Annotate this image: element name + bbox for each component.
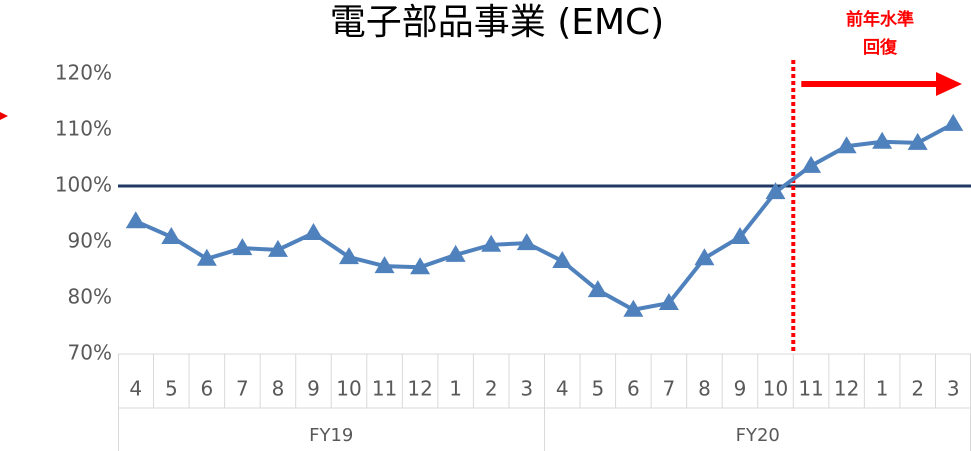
- x-tick-label: 9: [734, 377, 747, 401]
- x-tick-label: 1: [876, 377, 889, 401]
- marker: [943, 113, 964, 131]
- x-tick-label: 11: [798, 377, 823, 401]
- marker: [729, 226, 750, 244]
- x-tick-label: 8: [698, 377, 711, 401]
- x-tick-label: 4: [556, 377, 569, 401]
- x-tick-label: 1: [449, 377, 462, 401]
- group-label: FY19: [309, 425, 353, 446]
- x-tick-label: 11: [372, 377, 397, 401]
- x-tick-label: 4: [129, 377, 142, 401]
- x-tick-label: 9: [307, 377, 320, 401]
- x-tick-label: 8: [272, 377, 285, 401]
- x-tick-label: 5: [165, 377, 178, 401]
- x-tick-label: 6: [627, 377, 640, 401]
- arrow-head: [936, 72, 962, 96]
- x-tick-label: 3: [947, 377, 960, 401]
- marker: [267, 239, 288, 257]
- x-tick-label: 10: [336, 377, 361, 401]
- marker: [801, 155, 822, 173]
- group-label: FY20: [736, 425, 780, 446]
- annotation: 前年水準: [846, 9, 914, 30]
- marker: [410, 257, 431, 275]
- annotation: 回復: [863, 37, 898, 58]
- x-tick-label: 12: [407, 377, 432, 401]
- marker: [765, 182, 786, 200]
- y-tick-label: 90%: [68, 229, 112, 253]
- y-tick-label: 110%: [55, 117, 112, 141]
- marker: [587, 280, 608, 298]
- x-tick-label: 3: [520, 377, 533, 401]
- marker: [694, 248, 715, 266]
- marker: [658, 293, 679, 311]
- marker: [552, 251, 573, 269]
- marker: [303, 223, 324, 241]
- marker: [374, 256, 395, 274]
- marker: [516, 233, 537, 251]
- x-tick-label: 2: [911, 377, 924, 401]
- marker: [445, 244, 466, 262]
- y-tick-label: 80%: [68, 285, 112, 309]
- marker: [339, 247, 360, 265]
- marker: [232, 238, 253, 256]
- marker: [907, 132, 928, 150]
- y-tick-label: 120%: [55, 61, 112, 85]
- marker: [125, 211, 146, 229]
- edge-arrow: [0, 112, 8, 120]
- marker: [161, 226, 182, 244]
- line: [134, 122, 955, 312]
- x-tick-label: 7: [663, 377, 676, 401]
- y-tick-label: 100%: [55, 173, 112, 197]
- x-tick-label: 7: [236, 377, 249, 401]
- chart-title: 電子部品事業 (EMC): [330, 2, 664, 43]
- x-tick-label: 6: [200, 377, 213, 401]
- marker: [196, 248, 217, 266]
- marker: [836, 136, 857, 154]
- x-tick-label: 2: [485, 377, 498, 401]
- x-tick-label: 12: [834, 377, 859, 401]
- marker: [623, 299, 644, 317]
- x-tick-label: 10: [763, 377, 788, 401]
- x-tick-label: 5: [591, 377, 604, 401]
- marker: [481, 234, 502, 252]
- y-tick-label: 70%: [68, 341, 112, 365]
- marker: [872, 131, 893, 149]
